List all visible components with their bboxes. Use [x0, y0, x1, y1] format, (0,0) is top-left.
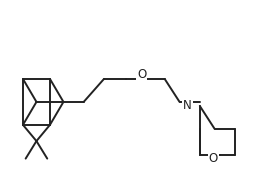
Text: O: O: [137, 68, 146, 81]
Text: O: O: [209, 152, 218, 165]
Text: N: N: [183, 99, 192, 113]
